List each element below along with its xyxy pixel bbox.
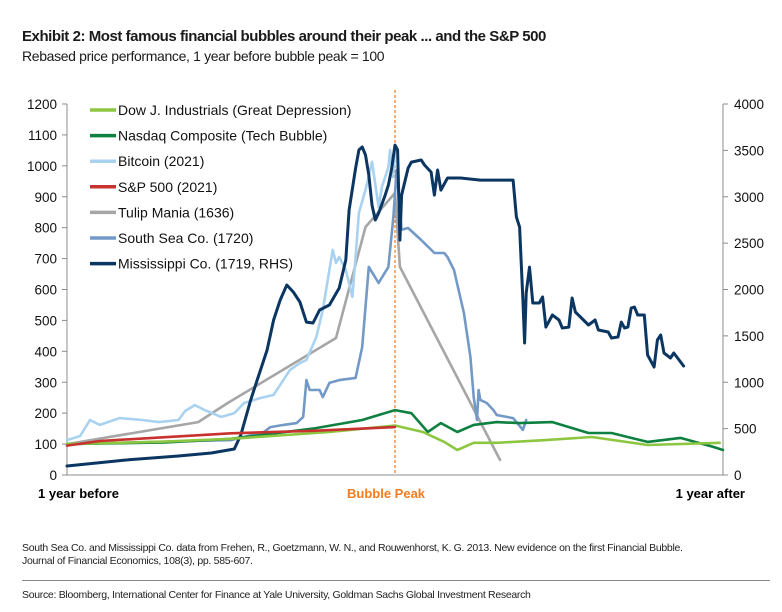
left-tick-label: 1000 — [27, 159, 57, 174]
right-tick-label: 1000 — [734, 375, 764, 390]
left-tick-label: 600 — [34, 283, 57, 298]
x-label-end: 1 year after — [675, 486, 745, 501]
chart-title: Exhibit 2: Most famous financial bubbles… — [22, 28, 546, 45]
right-tick-label: 3000 — [734, 190, 764, 205]
left-tick-label: 700 — [34, 252, 57, 267]
series-line-nasdaq-composite-tech-bubble — [65, 408, 725, 452]
right-tick-label: 0 — [734, 468, 742, 483]
legend-label: Mississippi Co. (1719, RHS) — [118, 256, 293, 272]
legend-label: South Sea Co. (1720) — [118, 230, 253, 246]
left-tick-label: 100 — [34, 437, 57, 452]
line-chart: 0 100 200 300 400 500 600 700 800 900 1000 1100 1200… — [27, 90, 764, 483]
divider — [22, 580, 770, 581]
legend-label: Tulip Mania (1636) — [118, 204, 234, 220]
x-label-start: 1 year before — [38, 486, 119, 501]
series-line-south-sea-co-1720 — [65, 168, 528, 446]
right-tick-label: 2000 — [734, 283, 764, 298]
right-tick-label: 500 — [734, 422, 757, 437]
left-tick-label: 1200 — [27, 97, 57, 112]
left-tick-label: 500 — [34, 313, 57, 328]
series-line-s-p-500-2021 — [65, 425, 397, 447]
left-tick-label: 900 — [34, 190, 57, 205]
series-line-bitcoin-2021 — [65, 148, 397, 442]
right-tick-label: 4000 — [734, 97, 764, 112]
x-label-peak: Bubble Peak — [347, 486, 426, 501]
series-line-dow-j-industrials-great-depression — [65, 424, 721, 452]
left-tick-label: 300 — [34, 375, 57, 390]
right-tick-label: 3500 — [734, 143, 764, 158]
legend-label: Nasdaq Composite (Tech Bubble) — [118, 128, 327, 144]
footnote-line-2: Journal of Financial Economics, 108(3), … — [22, 555, 253, 567]
right-tick-label: 1500 — [734, 329, 764, 344]
footnote-line-1: South Sea Co. and Mississippi Co. data f… — [22, 542, 683, 554]
series-line-mississippi-co-1719-rhs — [65, 143, 686, 468]
series-line-tulip-mania-1636 — [65, 191, 502, 462]
chart-subtitle: Rebased price performance, 1 year before… — [22, 48, 385, 64]
left-tick-label: 200 — [34, 406, 57, 421]
right-tick-label: 2500 — [734, 236, 764, 251]
left-tick-label: 1100 — [28, 128, 57, 143]
legend-label: S&P 500 (2021) — [118, 179, 217, 195]
legend-label: Bitcoin (2021) — [118, 153, 204, 169]
source-note: Source: Bloomberg, International Center … — [22, 589, 531, 601]
left-tick-label: 0 — [49, 468, 57, 483]
legend-label: Dow J. Industrials (Great Depression) — [118, 102, 351, 118]
left-tick-label: 800 — [34, 221, 57, 236]
left-tick-label: 400 — [34, 344, 57, 359]
